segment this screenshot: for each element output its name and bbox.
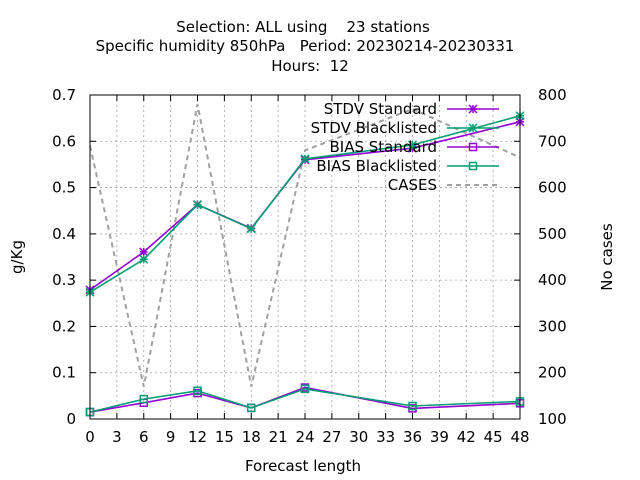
legend-entry: STDV Blacklisted: [311, 119, 499, 137]
data-point: [139, 247, 149, 257]
legend-entry: BIAS Blacklisted: [316, 157, 499, 175]
x-tick-label: 9: [166, 428, 176, 446]
legend-label: STDV Blacklisted: [311, 119, 437, 137]
series-layer: [85, 104, 525, 417]
x-tick-label: 3: [112, 428, 122, 446]
x-tick-label: 15: [215, 428, 234, 446]
x-tick-label: 6: [139, 428, 149, 446]
data-point: [468, 104, 478, 114]
y-tick-label: 0: [66, 410, 76, 428]
x-tick-label: 18: [242, 428, 261, 446]
data-point: [468, 142, 478, 152]
legend-label: STDV Standard: [324, 100, 437, 118]
y2-tick-label: 400: [538, 271, 567, 289]
data-point: [139, 254, 149, 264]
y2-tick-label: 500: [538, 225, 567, 243]
legend-entry: CASES: [388, 176, 499, 194]
legend-label: BIAS Blacklisted: [316, 157, 437, 175]
data-point: [300, 154, 310, 164]
series-stdv-blacklisted: [85, 111, 525, 297]
data-point: [247, 403, 256, 413]
legend-label: BIAS Standard: [329, 138, 437, 156]
chart-title: Selection: ALL using 23 stations Specifi…: [96, 18, 515, 75]
data-point: [192, 200, 203, 210]
x-tick-label: 42: [457, 428, 476, 446]
data-point: [193, 386, 202, 396]
grid: [90, 95, 520, 419]
title-line-3: Hours: 12: [271, 57, 349, 75]
y2-tick-label: 200: [538, 364, 567, 382]
title-line-2: Specific humidity 850hPa Period: 2023021…: [96, 37, 515, 55]
y-tick-label: 0.2: [52, 317, 76, 335]
legend-entry: BIAS Standard: [329, 138, 499, 156]
x-tick-label: 27: [322, 428, 341, 446]
y2-tick-label: 100: [538, 410, 567, 428]
series-cases: [89, 104, 521, 387]
data-point: [407, 140, 418, 150]
legend-entry: STDV Standard: [324, 100, 499, 118]
x-axis-label: Forecast length: [245, 457, 361, 475]
x-tick-label: 45: [484, 428, 503, 446]
data-point: [468, 161, 478, 171]
series-bias-blacklisted: [85, 384, 525, 417]
y2-tick-label: 300: [538, 317, 567, 335]
title-line-1: Selection: ALL using 23 stations: [176, 18, 430, 36]
x-tick-label: 24: [295, 428, 314, 446]
y-tick-label: 0.6: [52, 132, 76, 150]
x-tick-label: 48: [510, 428, 529, 446]
y-axis-label: g/Kg: [8, 240, 26, 274]
data-point: [468, 123, 478, 133]
x-tick-label: 39: [430, 428, 449, 446]
y-tick-label: 0.1: [52, 364, 76, 382]
series-line: [89, 388, 521, 413]
y-tick-label: 0.3: [52, 271, 76, 289]
x-tick-label: 0: [85, 428, 95, 446]
data-point: [246, 224, 256, 234]
x-tick-label: 21: [269, 428, 288, 446]
data-point: [300, 384, 310, 394]
x-tick-label: 33: [376, 428, 395, 446]
y2-tick-label: 600: [538, 179, 567, 197]
ticks: 0 3 6 9 12 15 18 21 24 27 30 33 36 39 42 45 4800.10.20.3…: [52, 86, 567, 446]
data-point: [408, 401, 417, 411]
y-tick-label: 0.5: [52, 179, 76, 197]
y2-tick-label: 700: [538, 132, 567, 150]
legend-label: CASES: [388, 176, 437, 194]
y2-axis-label: No cases: [598, 223, 616, 291]
x-tick-label: 36: [403, 428, 422, 446]
y-tick-label: 0.4: [52, 225, 76, 243]
series-line: [89, 104, 521, 387]
x-tick-label: 30: [349, 428, 368, 446]
data-point: [139, 394, 148, 404]
y-tick-label: 0.7: [52, 86, 76, 104]
x-tick-label: 12: [188, 428, 207, 446]
y2-tick-label: 800: [538, 86, 567, 104]
